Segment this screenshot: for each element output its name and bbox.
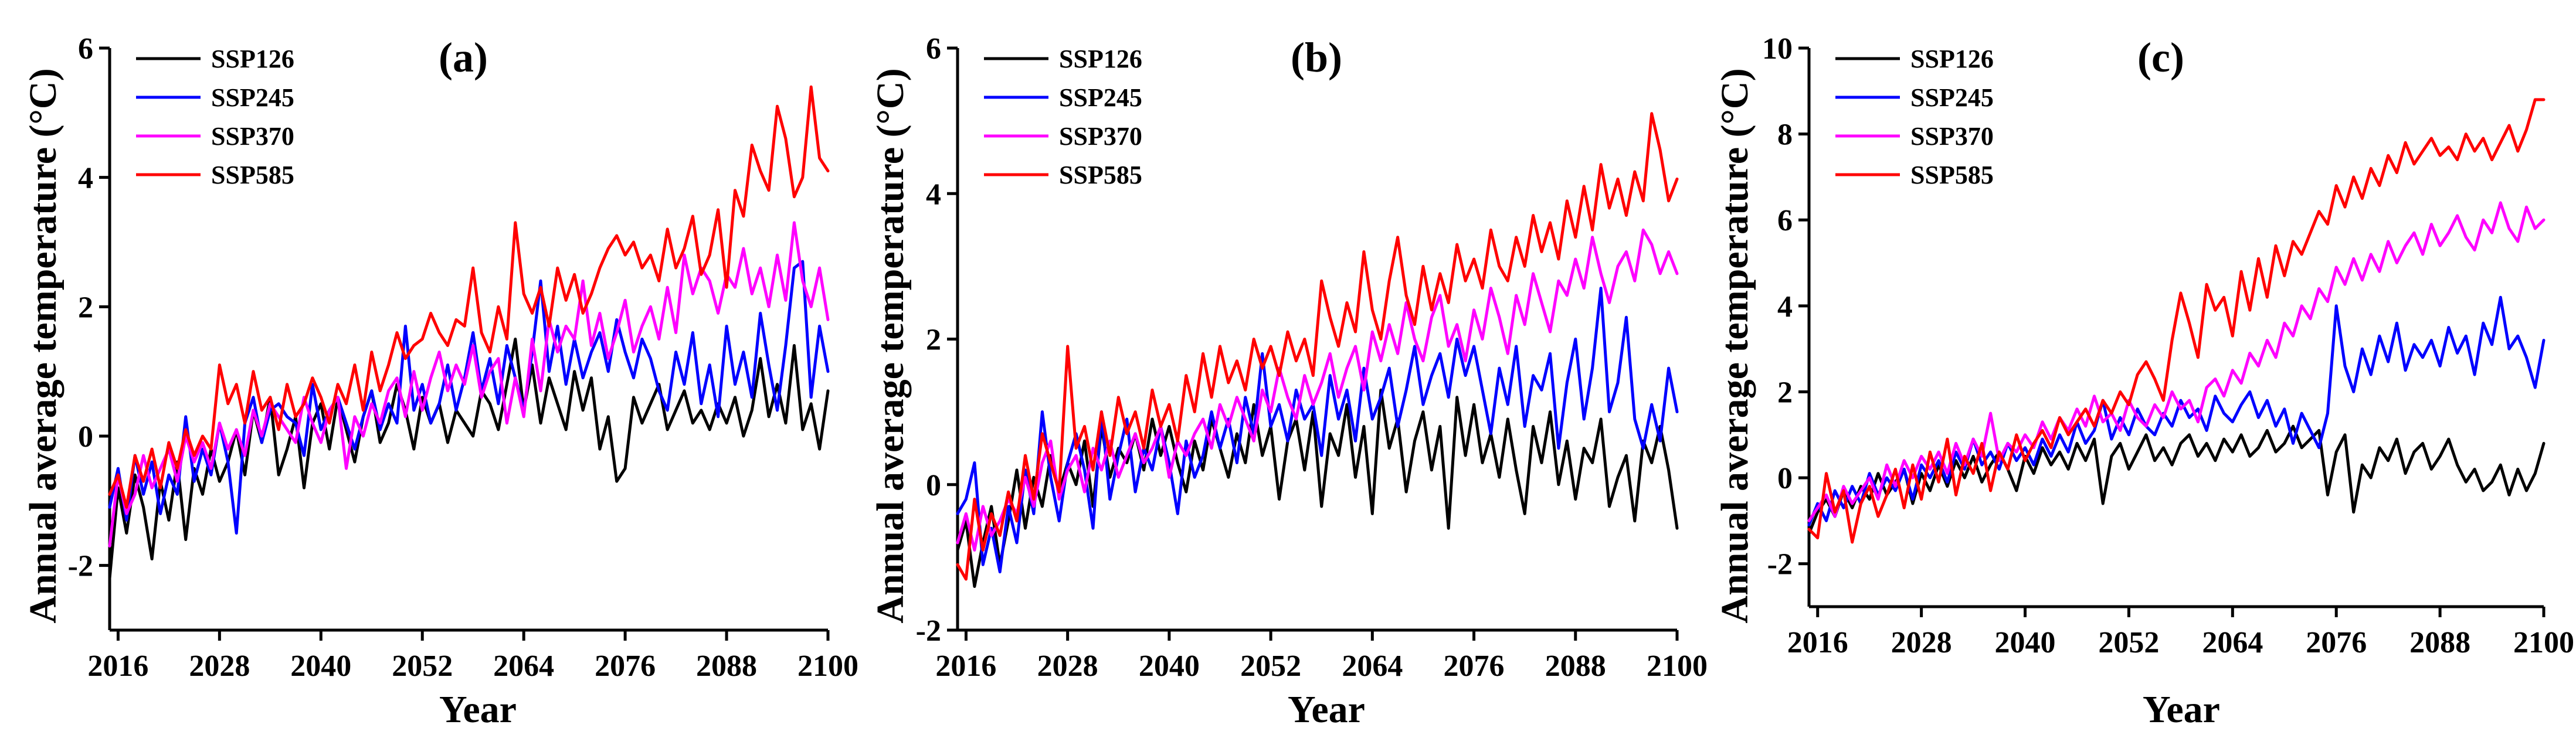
series-line-ssp126 xyxy=(108,338,830,580)
legend-label: SSP126 xyxy=(211,45,294,73)
chart-panel-a: (a) Annual average temperature (°C) Year… xyxy=(22,32,858,731)
panel-label: (c) xyxy=(2137,34,2184,81)
x-tick-label: 2076 xyxy=(2306,626,2367,659)
chart-panel-b: (b) Annual average temperature (°C) Year… xyxy=(869,32,1708,731)
y-tick-label: 8 xyxy=(1777,118,1793,152)
legend-label: SSP126 xyxy=(1910,45,1994,73)
panel-label: (b) xyxy=(1291,34,1342,81)
y-tick-label: 0 xyxy=(1777,462,1793,495)
x-tick-label: 2040 xyxy=(1995,626,2056,659)
x-tick-label: 2064 xyxy=(1342,649,1403,683)
x-tick-label: 2016 xyxy=(1787,626,1848,659)
y-axis-title: Annual average temperature (°C) xyxy=(869,68,912,623)
legend-label: SSP370 xyxy=(211,122,294,151)
series-line-ssp585 xyxy=(1807,98,2546,544)
legend-label: SSP245 xyxy=(1059,83,1142,112)
series-line-ssp245 xyxy=(108,260,830,535)
y-tick-label: 6 xyxy=(1777,204,1793,237)
y-tick-label: -2 xyxy=(68,550,93,583)
legend-label: SSP585 xyxy=(211,161,294,189)
legend-label: SSP585 xyxy=(1059,161,1142,189)
x-tick-label: 2052 xyxy=(392,649,453,683)
y-tick-label: 0 xyxy=(78,420,93,454)
series-line-ssp126 xyxy=(1807,424,2546,535)
series-line-ssp370 xyxy=(1807,201,2546,522)
y-tick-label: 4 xyxy=(78,162,93,195)
y-tick-label: 2 xyxy=(78,291,93,324)
x-tick-label: 2028 xyxy=(1037,649,1098,683)
y-tick-label: 10 xyxy=(1762,32,1793,66)
legend-label: SSP370 xyxy=(1910,122,1994,151)
y-tick-label: 6 xyxy=(78,32,93,66)
x-tick-label: 2088 xyxy=(696,649,757,683)
legend-label: SSP126 xyxy=(1059,45,1142,73)
y-tick-label: 2 xyxy=(1777,376,1793,409)
y-tick-label: 0 xyxy=(926,469,941,502)
x-tick-label: 2076 xyxy=(595,649,656,683)
x-tick-label: 2016 xyxy=(935,649,996,683)
legend-label: SSP585 xyxy=(1910,161,1994,189)
series-line-ssp370 xyxy=(108,221,830,548)
x-axis-title: Year xyxy=(439,688,517,731)
series-line-ssp370 xyxy=(956,228,1679,552)
y-axis-title: Annual average temperature (°C) xyxy=(22,68,65,623)
y-tick-label: 4 xyxy=(1777,290,1793,324)
x-tick-label: 2052 xyxy=(2098,626,2159,659)
series-line-ssp245 xyxy=(956,287,1679,574)
legend-label: SSP245 xyxy=(1910,83,1994,112)
y-tick-label: -2 xyxy=(916,614,941,648)
y-tick-label: 4 xyxy=(926,178,941,211)
x-tick-label: 2064 xyxy=(493,649,554,683)
series-line-ssp585 xyxy=(956,112,1679,581)
x-tick-label: 2100 xyxy=(2513,626,2574,659)
panel-label: (a) xyxy=(439,34,488,81)
x-axis-title: Year xyxy=(1288,688,1365,731)
x-tick-label: 2100 xyxy=(797,649,858,683)
legend-label: SSP245 xyxy=(211,83,294,112)
x-tick-label: 2052 xyxy=(1240,649,1301,683)
y-axis-title: Annual average temperature (°C) xyxy=(1713,68,1756,623)
chart-panel-c: (c) Annual average temperature (°C) Year… xyxy=(1713,32,2574,731)
series-line-ssp126 xyxy=(956,388,1679,588)
x-tick-label: 2040 xyxy=(1139,649,1200,683)
legend-label: SSP370 xyxy=(1059,122,1142,151)
x-tick-label: 2028 xyxy=(1891,626,1952,659)
y-tick-label: 6 xyxy=(926,32,941,66)
y-tick-label: 2 xyxy=(926,324,941,357)
x-tick-label: 2016 xyxy=(87,649,148,683)
x-tick-label: 2100 xyxy=(1647,649,1708,683)
x-tick-label: 2088 xyxy=(1545,649,1606,683)
y-tick-label: -2 xyxy=(1767,548,1793,581)
x-axis-title: Year xyxy=(2143,688,2220,731)
x-tick-label: 2064 xyxy=(2202,626,2263,659)
x-tick-label: 2040 xyxy=(290,649,351,683)
series-line-ssp245 xyxy=(1807,295,2546,527)
x-tick-label: 2076 xyxy=(1444,649,1505,683)
x-tick-label: 2088 xyxy=(2409,626,2470,659)
x-tick-label: 2028 xyxy=(189,649,250,683)
series-line-ssp585 xyxy=(108,85,830,509)
